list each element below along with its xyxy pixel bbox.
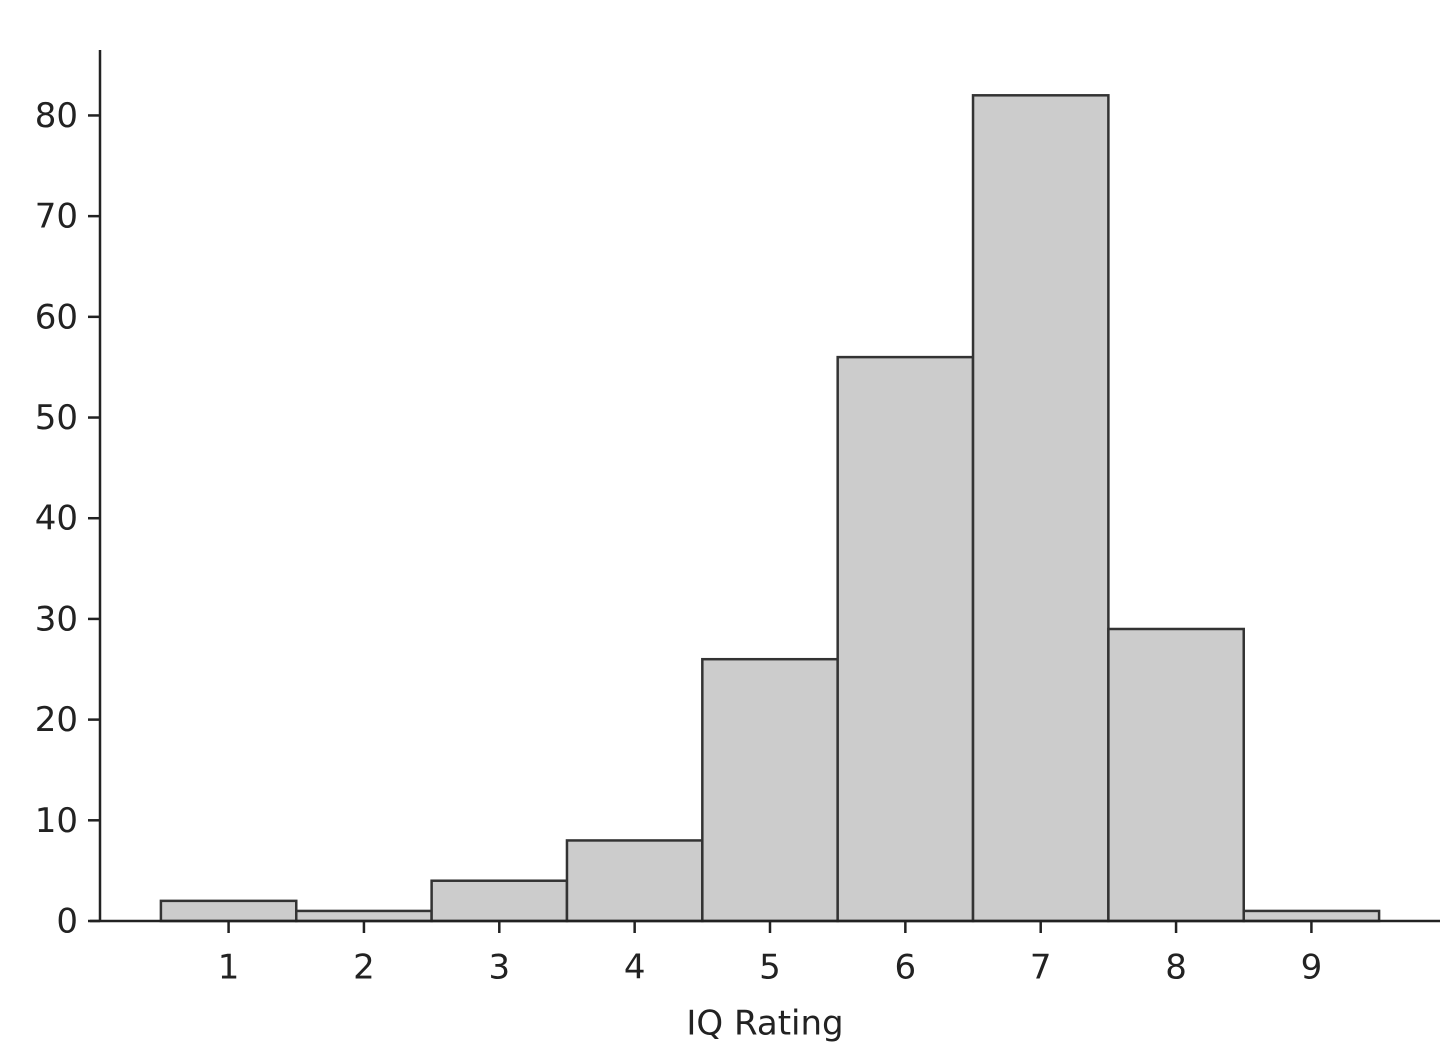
- x-tick-label: 2: [353, 948, 375, 988]
- bar: [1242, 909, 1381, 923]
- bar: [1107, 627, 1245, 923]
- bar: [295, 909, 433, 923]
- y-tick-label: 50: [35, 398, 78, 438]
- y-tick-label: 70: [35, 197, 78, 237]
- bar: [430, 879, 569, 923]
- y-tick-label: 30: [35, 599, 78, 639]
- y-tick-label: 60: [35, 297, 78, 337]
- x-axis-label: IQ Rating: [686, 1004, 843, 1044]
- x-tick-label: 6: [895, 948, 917, 988]
- x-tick-label: 1: [218, 948, 240, 988]
- x-tick-label: 4: [624, 948, 646, 988]
- bar: [565, 839, 704, 923]
- y-tick-label: 0: [56, 902, 78, 942]
- bar: [159, 899, 298, 923]
- bar: [836, 355, 975, 923]
- x-tick-label: 3: [488, 948, 510, 988]
- bar: [701, 657, 839, 923]
- y-tick-label: 20: [35, 700, 78, 740]
- y-tick-label: 80: [35, 96, 78, 136]
- bar: [971, 94, 1110, 923]
- x-tick-label: 8: [1165, 948, 1187, 988]
- x-tick-label: 7: [1030, 948, 1052, 988]
- x-tick-label: 5: [759, 948, 781, 988]
- y-tick-label: 40: [35, 499, 78, 539]
- y-tick-label: 10: [35, 801, 78, 841]
- x-tick-label: 9: [1301, 948, 1323, 988]
